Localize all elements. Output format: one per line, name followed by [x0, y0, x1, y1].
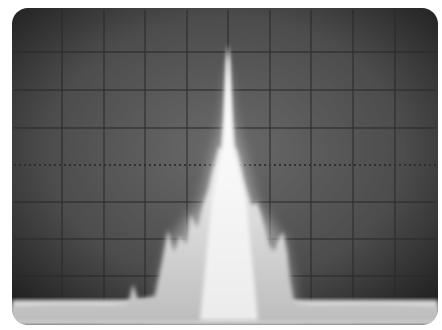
- page: [0, 0, 442, 330]
- oscilloscope-photo: [0, 0, 442, 330]
